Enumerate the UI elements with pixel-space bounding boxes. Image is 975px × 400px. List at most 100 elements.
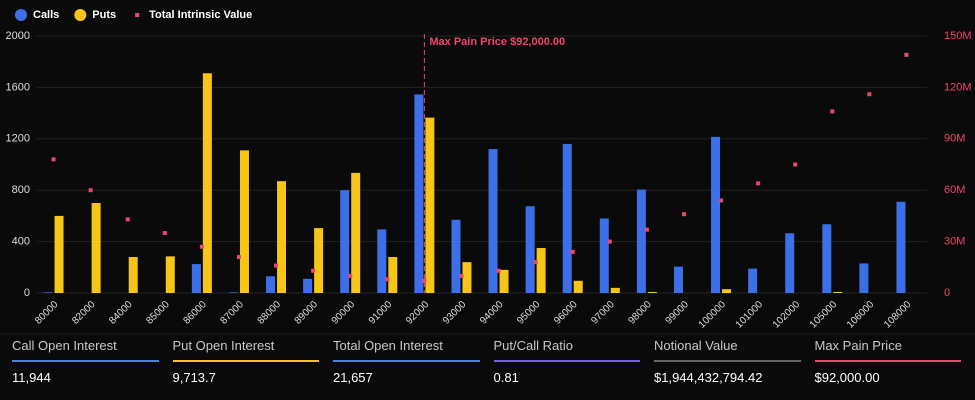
point (793, 162, 798, 167)
x-tick-label: 87000 (219, 299, 247, 327)
stat-card: Call Open Interest 11,944 (12, 336, 159, 400)
legend-marker (74, 9, 87, 21)
y2-tick-label: 0 (944, 287, 950, 299)
bar (266, 276, 276, 293)
bar (425, 117, 435, 293)
x-tick-label: 96000 (552, 299, 580, 327)
point (125, 217, 130, 222)
bar (610, 287, 620, 293)
bar (414, 94, 424, 293)
x-tick-label: 100000 (697, 299, 729, 331)
bar (303, 278, 313, 293)
x-tick-label: 108000 (882, 299, 914, 331)
x-tick-label: 105000 (808, 299, 840, 331)
bar (228, 292, 238, 293)
y-tick-label: 0 (24, 287, 30, 299)
bar (525, 206, 535, 293)
bar (54, 215, 64, 293)
bar (785, 233, 795, 293)
bar (722, 289, 732, 293)
x-tick-label: 99000 (664, 299, 692, 327)
y-tick-label: 1200 (6, 133, 30, 145)
stat-value: 21,657 (333, 370, 373, 385)
x-tick-label: 94000 (478, 299, 506, 327)
stat-underline (12, 360, 159, 362)
legend-label: Calls (33, 9, 59, 21)
stat-label: Max Pain Price (814, 338, 902, 353)
y2-tick-label: 150M (944, 30, 972, 42)
point (236, 255, 241, 260)
point (348, 273, 353, 278)
y-tick-label: 800 (12, 184, 30, 196)
bar (859, 263, 869, 293)
bar (91, 203, 101, 293)
stat-card: Put Open Interest 9,713.7 (172, 336, 319, 400)
x-tick-label: 85000 (144, 299, 172, 327)
stat-underline (814, 360, 961, 362)
annotation-label: Max Pain Price $92,000.00 (429, 36, 565, 48)
bar (377, 229, 387, 293)
stat-value: $92,000.00 (814, 370, 880, 385)
y-tick-label: 2000 (6, 30, 30, 42)
y2-tick-label: 30M (944, 236, 965, 248)
point (830, 109, 835, 114)
point (533, 260, 538, 265)
bar (822, 224, 832, 293)
bar (314, 228, 324, 293)
bar (277, 181, 287, 293)
y2-tick-label: 120M (944, 81, 972, 93)
legend-marker (15, 9, 27, 21)
stat-label: Put Open Interest (172, 338, 275, 353)
point (422, 279, 427, 284)
stat-value: 0.81 (493, 370, 519, 385)
bar (462, 262, 472, 293)
point (644, 227, 649, 232)
x-tick-label: 80000 (33, 299, 61, 327)
chart: Calls Puts Total Intrinsic Value 0 400 800 120… (0, 9, 975, 335)
point (88, 188, 93, 193)
bar (647, 291, 657, 293)
x-tick-label: 91000 (367, 299, 395, 327)
x-tick-label: 98000 (626, 299, 654, 327)
point (459, 273, 464, 278)
bar (499, 269, 509, 293)
bar (599, 218, 609, 293)
bar (202, 73, 212, 293)
bar (536, 248, 546, 293)
point (311, 268, 316, 273)
x-tick-label: 84000 (107, 299, 135, 327)
point (607, 239, 612, 244)
y-tick-label: 1600 (6, 81, 30, 93)
stat-underline (654, 360, 801, 362)
stat-value: 9,713.7 (172, 370, 216, 385)
x-tick-label: 88000 (256, 299, 284, 327)
y2-tick-label: 60M (944, 184, 965, 196)
legend-marker (135, 13, 140, 17)
y-tick-label: 400 (12, 236, 30, 248)
stat-underline (333, 360, 480, 362)
bar (711, 136, 721, 293)
point (719, 198, 724, 203)
point (681, 212, 686, 217)
point (385, 277, 390, 282)
bar (191, 264, 201, 293)
stat-card: Total Open Interest 21,657 (333, 336, 480, 400)
bar (833, 291, 843, 293)
bar (128, 257, 138, 293)
legend-label: Total Intrinsic Value (149, 9, 252, 21)
bar (748, 268, 758, 293)
bar (351, 172, 361, 293)
stat-value: $1,944,432,794.42 (654, 370, 763, 385)
x-tick-label: 106000 (845, 299, 877, 331)
stats-panel: Call Open Interest 11,944 Put Open Interes… (0, 336, 975, 400)
point (496, 268, 501, 273)
x-tick-label: 95000 (515, 299, 543, 327)
x-tick-label: 82000 (70, 299, 98, 327)
point (570, 249, 575, 254)
stat-underline (493, 360, 640, 362)
bar (562, 143, 572, 293)
point (756, 181, 761, 186)
stat-label: Put/Call Ratio (493, 338, 573, 353)
x-tick-label: 102000 (771, 299, 803, 331)
